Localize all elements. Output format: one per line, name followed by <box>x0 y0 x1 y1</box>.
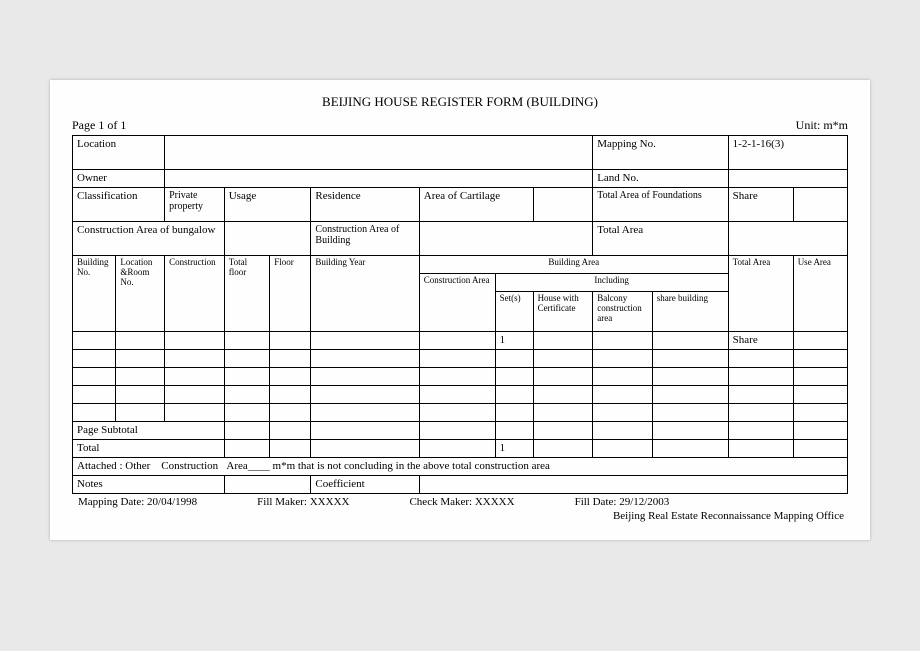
value-mapping-no: 1-2-1-16(3) <box>728 136 847 170</box>
cell <box>793 332 847 350</box>
cell <box>311 332 419 350</box>
label-usage: Usage <box>224 188 311 222</box>
value-classification: Private property <box>165 188 225 222</box>
form-title: BEIJING HOUSE REGISTER FORM (BUILDING) <box>72 94 848 110</box>
hdr-construction-area: Construction Area <box>419 274 495 332</box>
fill-date: Fill Date: 29/12/2003 <box>575 496 670 508</box>
unit-info: Unit: m*m <box>796 118 848 133</box>
label-mapping-no: Mapping No. <box>593 136 728 170</box>
page-info: Page 1 of 1 <box>72 118 126 133</box>
fill-maker: Fill Maker: XXXXX <box>257 496 349 508</box>
value-total-area-1 <box>728 222 847 256</box>
top-line: Page 1 of 1 Unit: m*m <box>72 118 848 133</box>
label-const-area-bungalow: Construction Area of bungalow <box>73 222 225 256</box>
hdr-floor: Floor <box>270 256 311 332</box>
footer-office: Beijing Real Estate Reconnaissance Mappi… <box>72 510 848 522</box>
hdr-house-cert: House with Certificate <box>533 292 593 332</box>
label-location: Location <box>73 136 165 170</box>
cell-total-share: Share <box>728 332 793 350</box>
check-maker: Check Maker: XXXXX <box>409 496 514 508</box>
label-total-area-1: Total Area <box>593 222 728 256</box>
label-classification: Classification <box>73 188 165 222</box>
value-coefficient <box>419 476 847 494</box>
hdr-balcony: Balcony construction area <box>593 292 653 332</box>
hdr-share-building: share building <box>652 292 728 332</box>
value-usage: Residence <box>311 188 419 222</box>
hdr-total-area: Total Area <box>728 256 793 332</box>
cell <box>652 332 728 350</box>
cell <box>270 332 311 350</box>
value-land-no <box>728 170 847 188</box>
label-coefficient: Coefficient <box>311 476 419 494</box>
hdr-building-year: Building Year <box>311 256 419 332</box>
footer-line-1: Mapping Date: 20/04/1998 Fill Maker: XXX… <box>72 496 848 508</box>
value-const-area-building <box>419 222 592 256</box>
main-table: Location Mapping No. 1-2-1-16(3) Owner L… <box>72 135 848 494</box>
label-land-no: Land No. <box>593 170 728 188</box>
mapping-date: Mapping Date: 20/04/1998 <box>78 496 197 508</box>
value-owner <box>165 170 593 188</box>
label-const-area-building: Construction Area of Building <box>311 222 419 256</box>
value-share <box>793 188 847 222</box>
label-page-subtotal: Page Subtotal <box>73 422 225 440</box>
cell <box>165 332 225 350</box>
cell <box>224 332 270 350</box>
form-sheet: BEIJING HOUSE REGISTER FORM (BUILDING) P… <box>50 80 870 540</box>
hdr-building-area: Building Area <box>419 256 728 274</box>
hdr-including: Including <box>495 274 728 292</box>
value-location <box>165 136 593 170</box>
label-total: Total <box>73 440 225 458</box>
hdr-total-floor: Total floor <box>224 256 270 332</box>
value-const-area-bungalow <box>224 222 311 256</box>
label-area-cartilage: Area of Cartilage <box>419 188 533 222</box>
label-owner: Owner <box>73 170 165 188</box>
hdr-sets: Set(s) <box>495 292 533 332</box>
hdr-location-room: Location &Room No. <box>116 256 165 332</box>
cell-sets: 1 <box>495 332 533 350</box>
value-notes <box>224 476 311 494</box>
hdr-building-no: Building No. <box>73 256 116 332</box>
label-notes: Notes <box>73 476 225 494</box>
total-sets: 1 <box>495 440 533 458</box>
cell <box>73 332 116 350</box>
hdr-use-area: Use Area <box>793 256 847 332</box>
value-area-cartilage <box>533 188 593 222</box>
hdr-construction: Construction <box>165 256 225 332</box>
attached-line: Attached : Other Construction Area____ m… <box>73 458 848 476</box>
label-total-area-foundations: Total Area of Foundations <box>593 188 728 222</box>
label-share: Share <box>728 188 793 222</box>
cell <box>419 332 495 350</box>
cell <box>593 332 653 350</box>
cell <box>533 332 593 350</box>
cell <box>116 332 165 350</box>
